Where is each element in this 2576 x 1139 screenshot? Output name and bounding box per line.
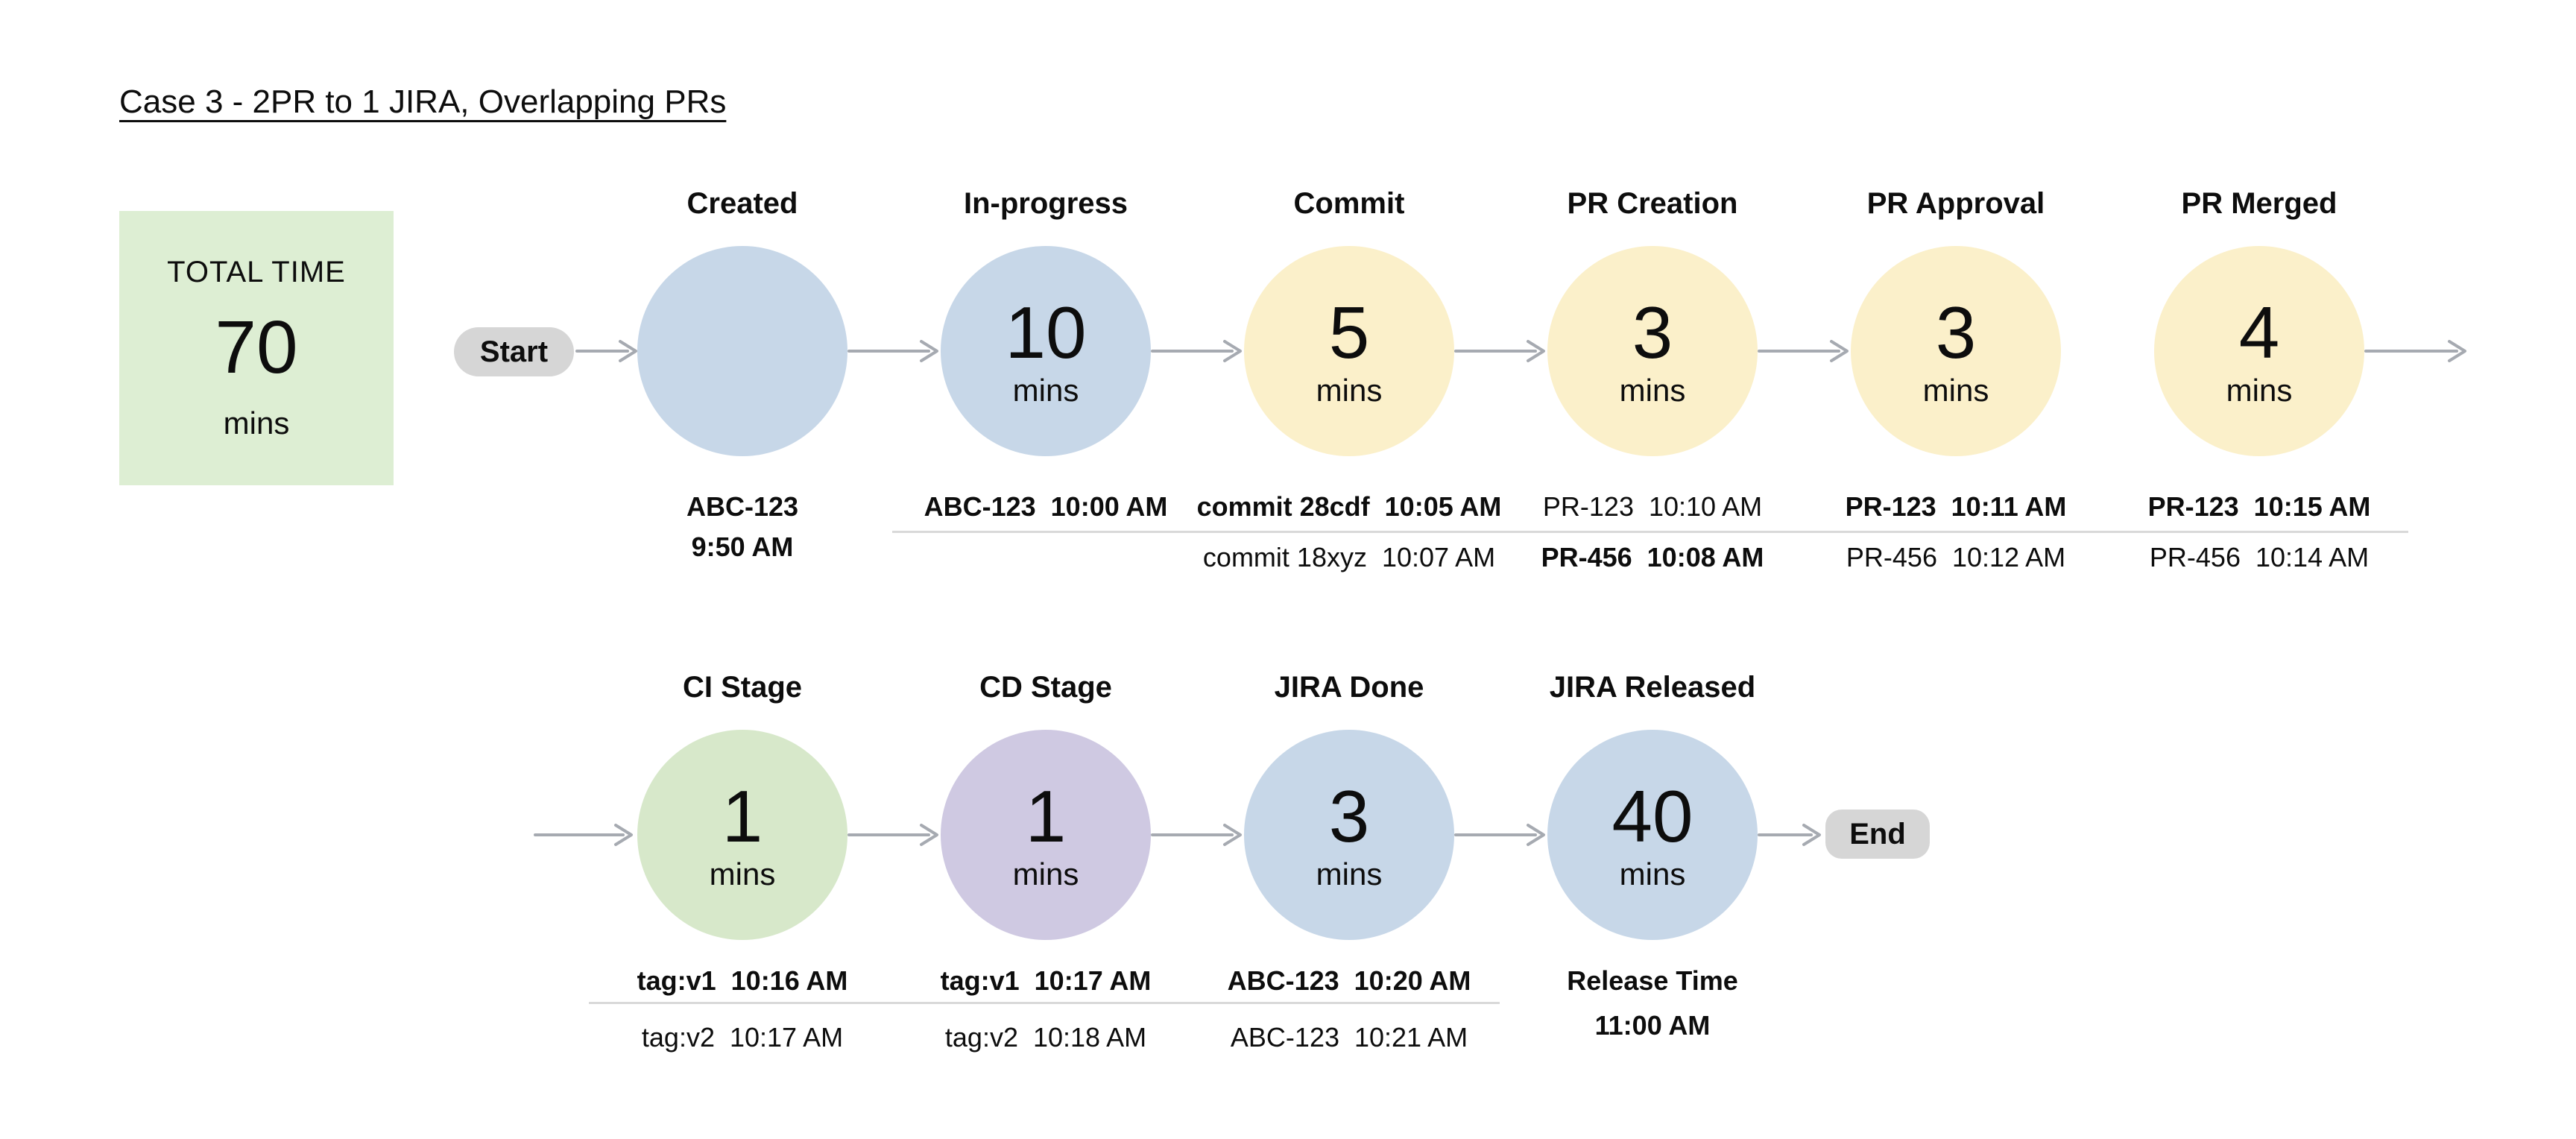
stage-duration-unit: mins <box>1619 856 1686 892</box>
page-title: Case 3 - 2PR to 1 JIRA, Overlapping PRs <box>119 83 727 120</box>
entry-line: ABC-123 <box>686 491 799 522</box>
arrow-head-icon <box>1527 340 1545 362</box>
arrow-head-icon <box>1802 824 1821 846</box>
total-time-label: TOTAL TIME <box>167 255 346 288</box>
stage-circle <box>637 246 847 456</box>
stage-duration-value: 3 <box>1328 775 1370 857</box>
entry-line: ABC-123 10:00 AM <box>924 491 1168 522</box>
arrow-head-icon <box>920 824 938 846</box>
entry-line: commit 18xyz 10:07 AM <box>1202 542 1496 572</box>
flow-arrow <box>1758 818 1823 851</box>
stage-label: PR Merged <box>2181 187 2337 220</box>
stage-duration-unit: mins <box>1316 373 1383 408</box>
entry-line: tag:v2 10:18 AM <box>944 1022 1147 1053</box>
stage-label: PR Approval <box>1866 187 2045 220</box>
stage-circle: 4 mins <box>2154 246 2364 456</box>
stage-duration-value: 3 <box>1632 291 1673 373</box>
stage-circle: 3 mins <box>1547 246 1758 456</box>
entry-line: PR-123 10:10 AM <box>1542 491 1763 522</box>
entry-line: ABC-123 10:20 AM <box>1227 965 1471 996</box>
start-pill: Start <box>454 327 574 376</box>
stage-duration-value: 5 <box>1328 291 1370 373</box>
entry-line: ABC-123 10:21 AM <box>1230 1022 1468 1053</box>
stage-duration-value: 40 <box>1611 775 1693 857</box>
flow-arrow <box>534 818 635 851</box>
entry-line: commit 28cdf 10:05 AM <box>1196 491 1502 522</box>
total-time-unit: mins <box>223 405 290 441</box>
stage-label: In-progress <box>963 187 1128 220</box>
entry-line: PR-123 10:15 AM <box>2147 491 2371 522</box>
stage-duration-unit: mins <box>1619 373 1686 408</box>
flow-arrow <box>847 335 941 367</box>
stage-circle: 40 mins <box>1547 730 1758 940</box>
row-divider <box>589 1002 1500 1004</box>
stage-circle: 5 mins <box>1244 246 1454 456</box>
stage-duration-unit: mins <box>1012 373 1079 408</box>
entry-line: PR-123 10:11 AM <box>1845 491 2067 522</box>
stage-circle: 10 mins <box>941 246 1151 456</box>
entry-line: PR-456 10:08 AM <box>1541 542 1764 572</box>
flow-arrow <box>1151 335 1244 367</box>
stage-duration-value: 1 <box>1025 775 1067 857</box>
stage-label: CD Stage <box>979 671 1112 704</box>
entry-line: PR-456 10:14 AM <box>2149 542 2370 572</box>
stage-duration-unit: mins <box>1316 856 1383 892</box>
stage-label: JIRA Done <box>1274 671 1424 704</box>
flow-arrow <box>1454 818 1547 851</box>
flow-arrow <box>1454 335 1547 367</box>
entry-line: tag:v2 10:17 AM <box>641 1022 844 1053</box>
entry-line: Release Time <box>1567 965 1738 996</box>
arrow-head-icon <box>614 824 633 846</box>
flow-arrow <box>2364 335 2469 367</box>
stage-duration-unit: mins <box>709 856 776 892</box>
arrow-head-icon <box>1830 340 1849 362</box>
stage-label: CI Stage <box>682 671 803 704</box>
arrow-head-icon <box>920 340 938 362</box>
stage-duration-value: 3 <box>1935 291 1977 373</box>
arrow-head-icon <box>619 340 637 362</box>
stage-duration-value: 4 <box>2238 291 2280 373</box>
arrow-head-icon <box>2448 340 2466 362</box>
stage-duration-unit: mins <box>1922 373 1989 408</box>
stage-duration-value: 10 <box>1005 291 1087 373</box>
end-pill: End <box>1825 810 1930 859</box>
stage-circle: 3 mins <box>1244 730 1454 940</box>
arrow-head-icon <box>1223 340 1242 362</box>
flow-arrow <box>1758 335 1851 367</box>
stage-duration-unit: mins <box>2226 373 2293 408</box>
stage-label: PR Creation <box>1567 187 1738 220</box>
stage-duration-value: 1 <box>722 775 763 857</box>
flow-arrow <box>1151 818 1244 851</box>
flow-arrow <box>847 818 941 851</box>
stage-label: JIRA Released <box>1549 671 1756 704</box>
arrow-head-icon <box>1223 824 1242 846</box>
arrow-head-icon <box>1527 824 1545 846</box>
entry-line: tag:v1 10:16 AM <box>637 965 848 996</box>
entry-line: tag:v1 10:17 AM <box>940 965 1152 996</box>
stage-circle: 1 mins <box>637 730 847 940</box>
stage-circle: 3 mins <box>1851 246 2061 456</box>
stage-label: Commit <box>1293 187 1405 220</box>
total-time-value: 70 <box>215 305 298 389</box>
entry-line: 11:00 AM <box>1594 1010 1711 1041</box>
flow-arrow <box>575 335 640 367</box>
stage-label: Created <box>686 187 798 220</box>
stage-circle: 1 mins <box>941 730 1151 940</box>
entry-line: 9:50 AM <box>691 531 794 562</box>
entry-line: PR-456 10:12 AM <box>1846 542 2066 572</box>
row-divider <box>892 531 2408 533</box>
stage-duration-unit: mins <box>1012 856 1079 892</box>
total-time-card: TOTAL TIME 70 mins <box>119 211 394 485</box>
